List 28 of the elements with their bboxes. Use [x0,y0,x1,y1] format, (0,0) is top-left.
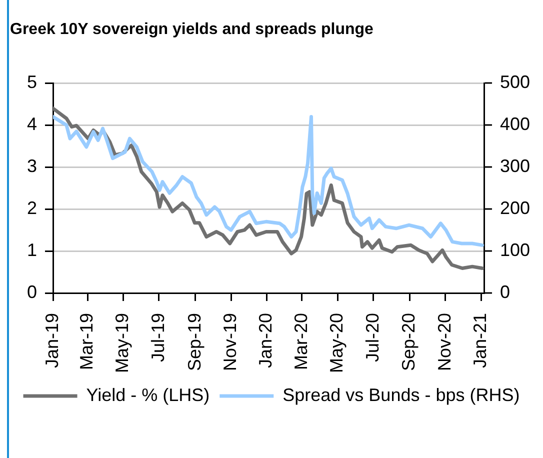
x-tick-label: May-19 [112,313,132,374]
x-tick-label: Sep-19 [184,313,204,372]
x-tick-label: Jan-19 [42,313,62,368]
x-tick-label: Sep-20 [398,313,419,372]
y-tick-label: 0 [26,282,37,302]
chart-title: Greek 10Y sovereign yields and spreads plunge [10,21,374,38]
x-tick-label: Jul-19 [148,313,168,362]
y-tick-label: 4 [26,114,37,134]
legend-label: Yield - % (LHS) [86,384,210,405]
x-tick-label: Nov-20 [434,313,454,372]
y2-tick-label: 0 [500,282,510,302]
y-tick-label: 2 [26,198,37,218]
x-tick-label: May-20 [326,313,347,374]
x-tick-label: Mar-19 [76,313,97,370]
x-tick-label: Jan-21 [470,313,490,368]
y-tick-label: 3 [26,156,37,176]
x-tick-label: Jul-20 [362,313,382,362]
y-tick-label: 5 [26,72,37,92]
x-tick-label: Nov-19 [220,313,240,372]
y2-tick-label: 400 [500,114,530,134]
y2-tick-label: 200 [500,198,530,218]
y2-tick-label: 300 [500,156,530,176]
y2-tick-label: 100 [500,240,530,260]
y-tick-label: 1 [26,240,37,260]
y2-tick-label: 500 [500,72,530,92]
legend-label: Spread vs Bunds - bps (RHS) [282,384,520,405]
x-tick-label: Mar-20 [290,313,311,370]
x-tick-label: Jan-20 [256,313,276,368]
